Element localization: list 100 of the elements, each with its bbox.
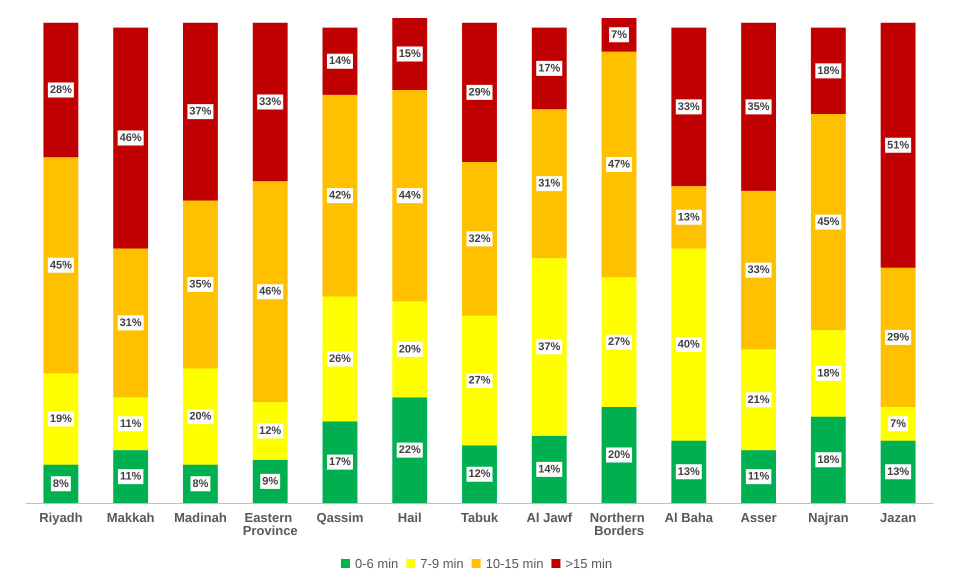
data-label: 33% <box>678 100 700 113</box>
data-label: 17% <box>328 456 352 468</box>
bar <box>462 316 497 446</box>
data-label: 33% <box>259 96 282 108</box>
data-label: 14% <box>538 463 560 476</box>
data-label: 9% <box>262 475 278 488</box>
data-label: 8% <box>192 478 209 490</box>
bar <box>462 22 497 162</box>
bar <box>43 373 78 465</box>
bar <box>182 22 218 200</box>
bar <box>182 200 218 369</box>
data-label: 47% <box>608 158 630 170</box>
x-tick-label: Najran <box>808 510 849 525</box>
x-tick-label: Madinah <box>174 510 227 525</box>
x-tick-label: Asser <box>740 510 777 525</box>
data-label: 18% <box>817 367 840 380</box>
data-label: 45% <box>817 216 840 228</box>
data-label: 11% <box>120 418 142 430</box>
bar <box>602 406 636 503</box>
bar <box>322 296 358 422</box>
data-label: 31% <box>120 316 142 329</box>
bar <box>43 157 78 374</box>
data-label: 46% <box>120 132 142 144</box>
bar <box>671 248 706 441</box>
bar <box>113 28 148 248</box>
data-label: 37% <box>538 340 560 353</box>
bar <box>810 416 846 503</box>
data-label: 19% <box>50 412 72 425</box>
data-label: 12% <box>468 468 491 480</box>
bar <box>880 22 916 268</box>
bar <box>252 22 288 182</box>
data-label: 20% <box>189 410 212 423</box>
legend-label: >15 min <box>565 556 612 571</box>
data-label: 7% <box>890 418 906 430</box>
data-label: 21% <box>748 394 770 406</box>
x-tick-label: Al Jawf <box>526 510 573 525</box>
data-label: 26% <box>328 352 352 365</box>
data-label: 18% <box>817 64 840 77</box>
data-label: 27% <box>468 374 491 387</box>
data-label: 7% <box>611 28 628 41</box>
data-label: 8% <box>52 478 70 490</box>
data-label: 11% <box>120 470 142 483</box>
bar <box>392 301 428 398</box>
bar <box>113 248 148 398</box>
data-label: 11% <box>748 470 770 483</box>
x-tick-label: Riyadh <box>39 510 83 525</box>
data-label: 14% <box>328 55 352 68</box>
legend-label: 0-6 min <box>354 556 398 571</box>
bar <box>322 421 358 503</box>
data-label: 35% <box>189 278 212 291</box>
bar <box>880 268 916 407</box>
x-tick-label: Jazan <box>880 510 916 525</box>
bar <box>322 94 358 297</box>
x-tick-label: Al Baha <box>664 510 714 525</box>
bar <box>671 28 706 186</box>
data-label: 12% <box>259 424 282 437</box>
bar <box>43 22 78 158</box>
bar <box>741 190 776 350</box>
data-label: 13% <box>887 466 910 478</box>
bar <box>810 114 846 330</box>
x-tick-label: Makkah <box>106 510 155 525</box>
data-label: 45% <box>50 259 72 272</box>
x-tick-label: Northern Borders <box>590 510 648 538</box>
bar <box>392 397 428 503</box>
bar <box>602 52 636 278</box>
data-label: 42% <box>328 190 352 202</box>
data-label: 28% <box>50 84 72 96</box>
bar <box>392 90 428 302</box>
bar <box>810 28 846 114</box>
data-label: 15% <box>398 48 421 60</box>
data-label: 18% <box>817 454 840 466</box>
bar <box>462 162 497 316</box>
data-label: 51% <box>887 139 910 152</box>
data-label: 33% <box>748 264 770 276</box>
data-label: 20% <box>608 448 630 461</box>
x-tick-label: Eastern Province <box>242 510 298 538</box>
data-label: 29% <box>468 86 491 98</box>
bar <box>741 349 776 450</box>
data-label: 13% <box>678 211 700 224</box>
data-label: 17% <box>538 62 560 74</box>
bar <box>810 330 846 417</box>
x-tick-label: Hail <box>398 510 422 525</box>
bar <box>602 277 636 407</box>
data-label: 27% <box>608 336 630 348</box>
bar <box>741 22 776 191</box>
x-tick-label: Tabuk <box>460 510 499 525</box>
legend-label: 10-15 min <box>486 556 544 571</box>
data-label: 31% <box>538 178 560 190</box>
data-label: 35% <box>748 100 770 113</box>
x-tick-label: Qassim <box>316 510 364 525</box>
data-label: 44% <box>398 190 421 202</box>
data-label: 20% <box>398 343 421 356</box>
data-label: 29% <box>887 331 910 344</box>
legend-label: 7-9 min <box>420 556 464 571</box>
bar <box>532 109 567 258</box>
data-label: 37% <box>189 106 212 118</box>
bar <box>252 181 288 402</box>
bar <box>182 368 218 465</box>
data-label: 22% <box>398 444 421 456</box>
data-label: 40% <box>678 338 700 351</box>
